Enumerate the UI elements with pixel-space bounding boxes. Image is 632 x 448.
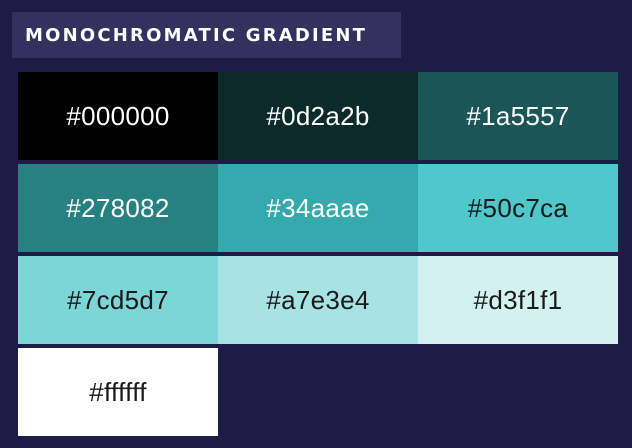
color-swatch: #1a5557: [418, 72, 618, 160]
color-swatch: #a7e3e4: [218, 256, 418, 344]
color-swatch: #ffffff: [18, 348, 218, 436]
swatch-grid: #000000 #0d2a2b #1a5557 #278082 #34aaae …: [18, 72, 618, 436]
page-title: MONOCHROMATIC GRADIENT: [25, 24, 368, 46]
header-banner: MONOCHROMATIC GRADIENT: [12, 12, 401, 58]
color-swatch: #50c7ca: [418, 164, 618, 252]
color-swatch: #000000: [18, 72, 218, 160]
color-swatch: #7cd5d7: [18, 256, 218, 344]
color-swatch: #34aaae: [218, 164, 418, 252]
color-swatch: #d3f1f1: [418, 256, 618, 344]
color-swatch: #278082: [18, 164, 218, 252]
color-swatch: #0d2a2b: [218, 72, 418, 160]
